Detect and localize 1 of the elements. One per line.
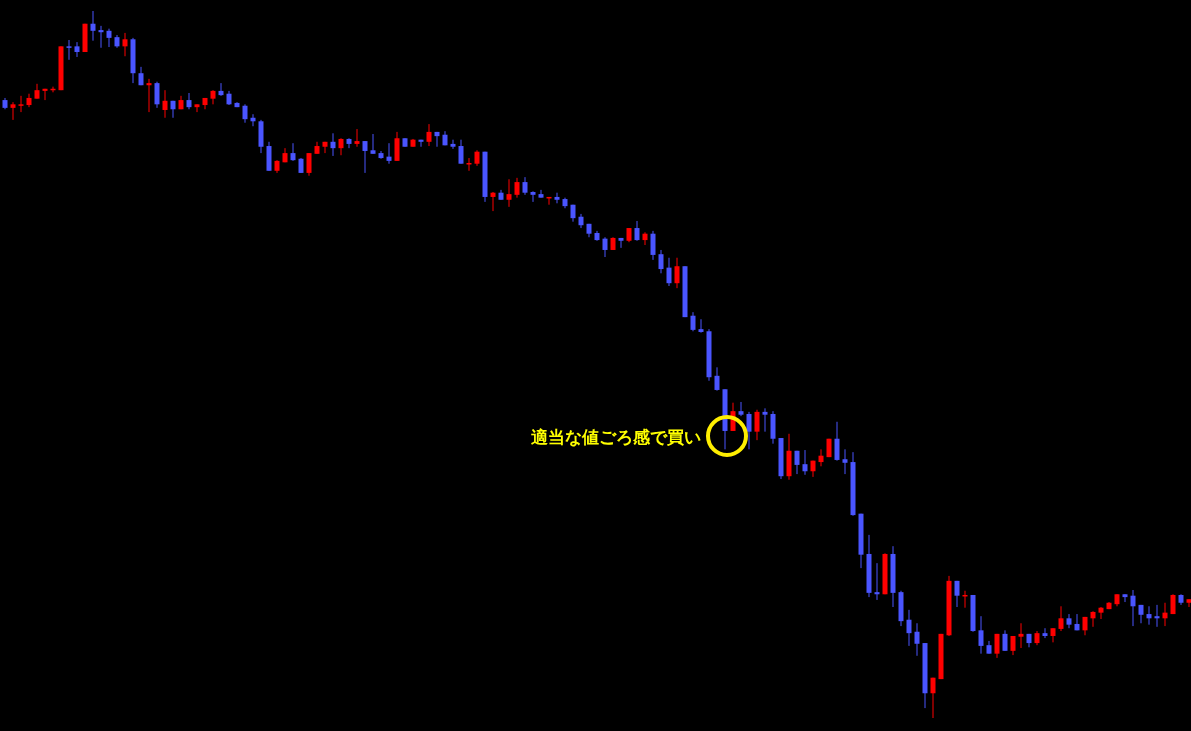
annotation: 適当な値ごろ感で買い	[531, 427, 701, 447]
